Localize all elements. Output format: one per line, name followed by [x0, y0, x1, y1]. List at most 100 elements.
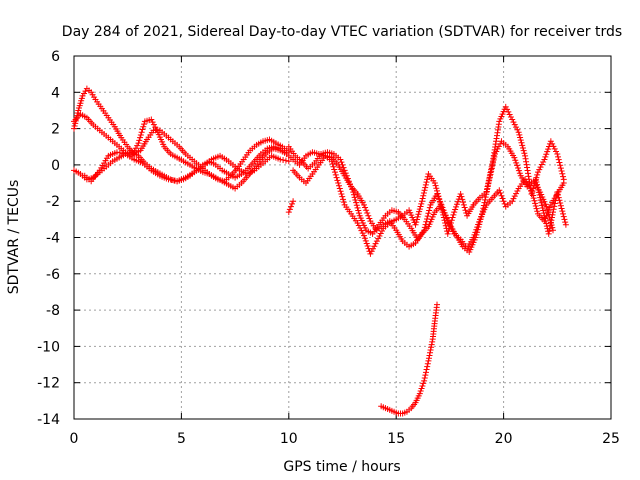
- data-point: [554, 189, 561, 196]
- data-point: [516, 131, 523, 138]
- data-point: [431, 180, 438, 187]
- data-point: [485, 180, 492, 187]
- y-tick-label: -14: [37, 412, 60, 428]
- data-point: [359, 230, 366, 237]
- data-point: [424, 213, 431, 220]
- data-point: [413, 216, 420, 223]
- data-point: [482, 194, 489, 201]
- data-point: [534, 184, 541, 191]
- data-point: [535, 189, 542, 196]
- data-point: [530, 195, 537, 202]
- data-point: [330, 163, 337, 170]
- data-point: [119, 150, 126, 157]
- data-point: [153, 126, 160, 133]
- data-point: [517, 137, 524, 144]
- x-tick-label: 0: [70, 431, 79, 447]
- data-point: [337, 188, 344, 195]
- x-tick-label: 5: [177, 431, 186, 447]
- data-point: [448, 225, 455, 232]
- data-point: [355, 207, 362, 214]
- data-point: [542, 153, 549, 160]
- data-point: [516, 170, 523, 177]
- data-point: [425, 355, 432, 362]
- data-point: [285, 209, 292, 216]
- data-point: [557, 202, 564, 209]
- data-point: [506, 111, 513, 118]
- data-point: [434, 190, 441, 197]
- data-point: [280, 157, 287, 164]
- data-point: [446, 220, 453, 227]
- data-point: [368, 248, 375, 255]
- data-point: [351, 194, 358, 201]
- data-point: [543, 151, 550, 158]
- data-point: [547, 222, 554, 229]
- data-points: [71, 85, 569, 417]
- data-point: [132, 145, 139, 152]
- data-point: [507, 113, 514, 120]
- data-point: [377, 230, 384, 237]
- data-point: [547, 138, 554, 145]
- data-point: [417, 388, 424, 395]
- data-point: [505, 108, 512, 115]
- data-point: [499, 195, 506, 202]
- data-point: [534, 169, 541, 176]
- data-point: [555, 191, 562, 198]
- data-point: [290, 198, 297, 205]
- data-point: [338, 190, 345, 197]
- data-point: [441, 209, 448, 216]
- y-tick-label: -4: [46, 231, 60, 247]
- data-point: [537, 164, 544, 171]
- data-point: [416, 208, 423, 215]
- data-point: [551, 145, 558, 152]
- data-point: [354, 204, 361, 211]
- series-10: [378, 301, 441, 417]
- data-point: [528, 187, 535, 194]
- data-point: [418, 200, 425, 207]
- data-point: [541, 156, 548, 163]
- data-point: [533, 179, 540, 186]
- data-point: [514, 162, 521, 169]
- data-point: [484, 183, 491, 190]
- data-point: [542, 217, 549, 224]
- data-point: [136, 137, 143, 144]
- data-point: [545, 230, 552, 237]
- data-point: [544, 148, 551, 155]
- data-point: [509, 198, 516, 205]
- data-point: [339, 193, 346, 200]
- data-point: [555, 156, 562, 163]
- data-point: [353, 202, 360, 209]
- data-point: [471, 231, 478, 238]
- data-point: [448, 217, 455, 224]
- data-point: [460, 201, 467, 208]
- data-point: [113, 149, 120, 156]
- data-point: [116, 149, 123, 156]
- data-point: [457, 190, 464, 197]
- data-point: [476, 218, 483, 225]
- y-tick-label: 0: [51, 158, 60, 174]
- data-point: [560, 213, 567, 220]
- data-point: [420, 190, 427, 197]
- data-point: [417, 203, 424, 210]
- data-point: [482, 196, 489, 203]
- data-point: [554, 151, 561, 158]
- data-point: [513, 124, 520, 131]
- data-point: [340, 199, 347, 206]
- data-point: [443, 215, 450, 222]
- data-point: [444, 218, 451, 225]
- data-point: [422, 369, 429, 376]
- data-point: [287, 203, 294, 210]
- data-point: [454, 198, 461, 205]
- data-point: [422, 181, 429, 188]
- data-point: [534, 181, 541, 188]
- data-point: [140, 123, 147, 130]
- data-point: [510, 195, 517, 202]
- data-point: [435, 193, 442, 200]
- data-point: [355, 222, 362, 229]
- data-point: [416, 390, 423, 397]
- data-point: [364, 209, 371, 216]
- data-point: [473, 226, 480, 233]
- data-point: [277, 156, 284, 163]
- data-point: [423, 179, 430, 186]
- data-point: [546, 225, 553, 232]
